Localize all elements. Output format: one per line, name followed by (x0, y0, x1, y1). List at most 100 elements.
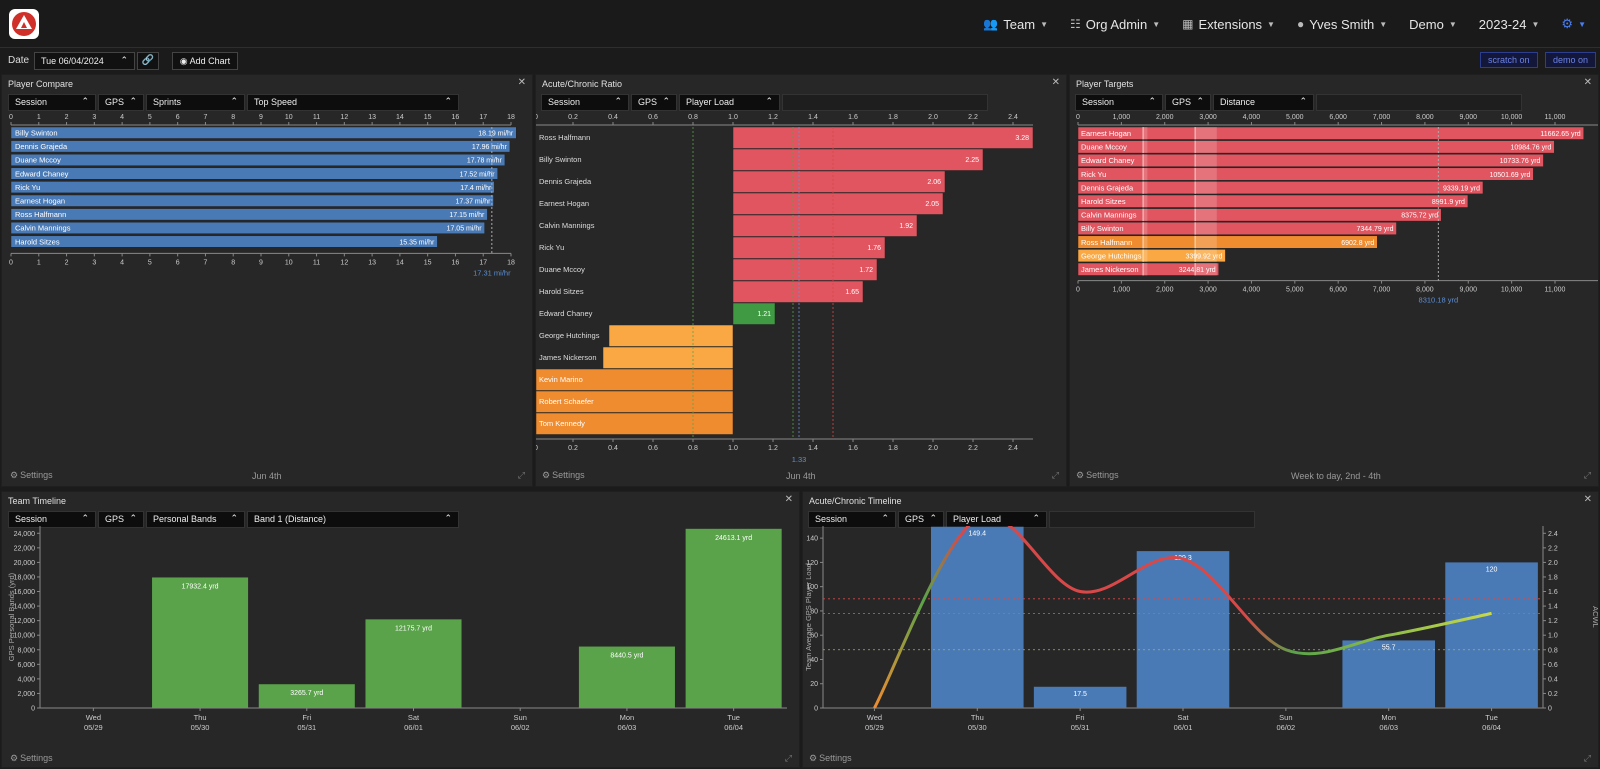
session-dropdown[interactable]: Session ⌃ (8, 94, 96, 111)
caret-down-icon: ▼ (1578, 19, 1586, 29)
date-picker[interactable]: Tue 06/04/2024 ⌃ (34, 52, 135, 70)
tick-label: 0.2 (568, 114, 578, 121)
tick-label: 15 (424, 259, 432, 266)
empty-dropdown[interactable] (782, 94, 988, 111)
x-tick-date: 06/02 (1276, 723, 1295, 732)
close-icon[interactable]: ✕ (1051, 77, 1060, 88)
bar-value-label: 9339.19 yrd (1443, 185, 1480, 192)
nav-extensions[interactable]: ▦ Extensions ▼ (1182, 17, 1275, 32)
panel-footer-date: Jun 4th (252, 471, 282, 481)
player-load-dropdown[interactable]: Player Load ⌃ (679, 94, 780, 111)
gps-dropdown[interactable]: GPS ⌃ (98, 511, 144, 528)
resize-icon[interactable]: ⤢ (1583, 470, 1591, 480)
gps-dropdown[interactable]: GPS ⌃ (98, 94, 144, 111)
session-dropdown[interactable]: Session ⌃ (1075, 94, 1163, 111)
tick-label: 5,000 (1286, 287, 1304, 294)
session-dropdown[interactable]: Session ⌃ (8, 511, 96, 528)
tick-label: 1,000 (1113, 114, 1131, 121)
bar-category-label: James Nickerson (1081, 265, 1139, 274)
settings-link[interactable]: ⚙ Settings (809, 753, 852, 764)
tick-label: 4 (120, 259, 124, 266)
x-tick-day: Wed (86, 713, 101, 722)
resize-icon[interactable]: ⤢ (784, 753, 792, 763)
close-icon[interactable]: ✕ (784, 494, 793, 505)
app-logo[interactable] (9, 9, 39, 39)
bar-value-label: 1.21 (757, 311, 771, 318)
settings-link[interactable]: ⚙ Settings (10, 470, 53, 481)
add-chart-button[interactable]: ◉ Add Chart (172, 52, 238, 70)
close-icon[interactable]: ✕ (1583, 77, 1592, 88)
chevron-up-icon: ⌃ (81, 96, 89, 106)
band-dropdown[interactable]: Band 1 (Distance) ⌃ (247, 511, 459, 528)
demo-toggle[interactable]: demo on (1545, 52, 1597, 68)
distance-dropdown[interactable]: Distance ⌃ (1213, 94, 1314, 111)
close-icon[interactable]: ✕ (1583, 494, 1592, 505)
bar-category-label: Dennis Grajeda (1081, 183, 1134, 192)
bar (1077, 262, 1219, 276)
date-toolbar: Date Tue 06/04/2024 ⌃ 🔗 ◉ Add Chart scrat… (0, 49, 1600, 73)
bar (578, 646, 675, 708)
nav-season[interactable]: 2023-24 ▼ (1479, 17, 1540, 32)
tick-label: 13 (368, 114, 376, 121)
tick-label: 11,000 (1545, 114, 1566, 121)
tick-label: 5 (148, 114, 152, 121)
tick-label: 0.4 (608, 445, 618, 452)
target-band (1143, 249, 1148, 262)
bar (1077, 153, 1544, 167)
main-nav: 👥 Team ▼ ☷ Org Admin ▼ ▦ Extensions ▼ ● Yves Sm… (983, 0, 1586, 48)
nav-user[interactable]: ● Yves Smith ▼ (1297, 17, 1387, 32)
bar-value-label: 12175.7 yrd (395, 625, 432, 632)
settings-link[interactable]: ⚙ Settings (10, 753, 53, 764)
bar (732, 214, 918, 237)
close-icon[interactable]: ✕ (517, 77, 526, 88)
tick-label: 0.8 (688, 445, 698, 452)
resize-icon[interactable]: ⤢ (1051, 470, 1059, 480)
dropdown-value: GPS (905, 514, 925, 524)
top-speed-dropdown[interactable]: Top Speed ⌃ (247, 94, 459, 111)
dropdown-value: Top Speed (254, 97, 298, 107)
bar (1077, 181, 1484, 195)
resize-icon[interactable]: ⤢ (1583, 753, 1591, 763)
settings-link[interactable]: ⚙ Settings (1076, 470, 1119, 481)
target-band (1195, 127, 1217, 140)
gps-dropdown[interactable]: GPS ⌃ (1165, 94, 1211, 111)
tick-label: 14,000 (14, 604, 36, 611)
bar-category-label: George Hutchings (1081, 251, 1142, 260)
resize-icon[interactable]: ⤢ (517, 470, 525, 480)
tick-label: 7 (203, 114, 207, 121)
tick-label: 8,000 (17, 647, 35, 654)
settings-label: Settings (552, 470, 585, 480)
bar (152, 577, 249, 708)
nav-settings[interactable]: ⚙ ▼ (1561, 16, 1586, 32)
empty-dropdown[interactable] (1049, 511, 1255, 528)
x-tick-day: Sun (1279, 713, 1292, 722)
x-tick-date: 05/30 (191, 723, 210, 732)
tick-label: 16 (452, 259, 460, 266)
bar (732, 236, 886, 259)
gps-dropdown[interactable]: GPS ⌃ (898, 511, 944, 528)
bar-value-label: 1.72 (859, 267, 873, 274)
chevron-up-icon: ⌃ (1196, 96, 1204, 106)
settings-link[interactable]: ⚙ Settings (542, 470, 585, 481)
session-dropdown[interactable]: Session ⌃ (808, 511, 896, 528)
x-tick-date: 05/31 (1071, 723, 1090, 732)
link-icon[interactable]: 🔗 (137, 52, 159, 70)
nav-org-admin[interactable]: ☷ Org Admin ▼ (1070, 17, 1160, 32)
nav-team[interactable]: 👥 Team ▼ (983, 17, 1048, 32)
tick-label: 17 (479, 259, 487, 266)
session-dropdown[interactable]: Session ⌃ (541, 94, 629, 111)
tick-label: 13 (368, 259, 376, 266)
tick-label: 1.6 (848, 445, 858, 452)
chevron-up-icon: ⌃ (444, 96, 452, 106)
empty-dropdown[interactable] (1316, 94, 1522, 111)
sprints-dropdown[interactable]: Sprints ⌃ (146, 94, 245, 111)
nav-demo[interactable]: Demo ▼ (1409, 17, 1457, 32)
dropdown-value: Distance (1220, 97, 1256, 107)
tick-label: 7,000 (1373, 287, 1391, 294)
personal-bands-dropdown[interactable]: Personal Bands ⌃ (146, 511, 245, 528)
gps-dropdown[interactable]: GPS ⌃ (631, 94, 677, 111)
scratch-toggle[interactable]: scratch on (1480, 52, 1538, 68)
bar (1077, 126, 1584, 140)
bar-category-label: Earnest Hogan (539, 199, 589, 208)
chevron-up-icon: ⌃ (614, 96, 622, 106)
